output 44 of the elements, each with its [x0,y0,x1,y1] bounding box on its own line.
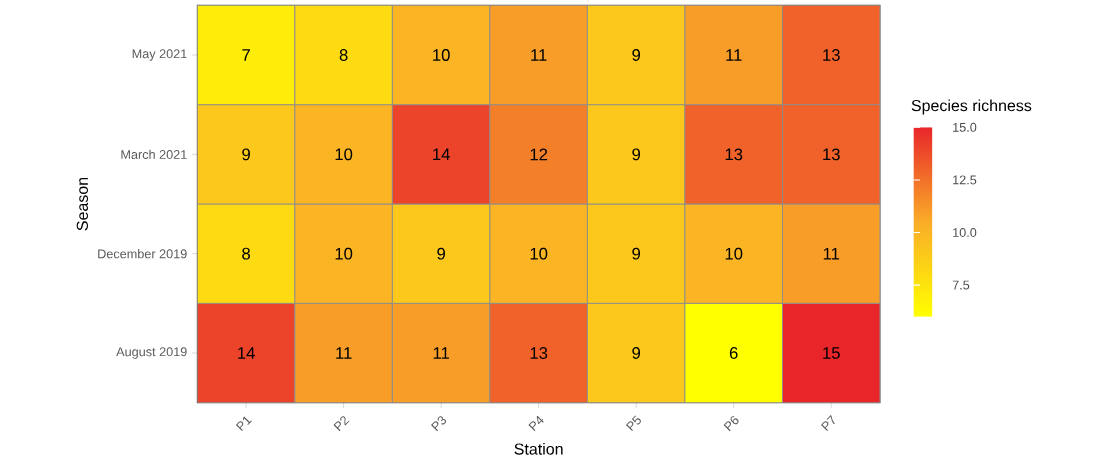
color-bar-label: 12.5 [953,175,977,185]
data-label: 14 [433,148,450,161]
x-tick-label: P3 [431,416,447,432]
data-label: 11 [433,347,449,359]
data-label: 9 [632,148,641,161]
x-tick-label: P5 [625,415,641,432]
data-label: 9 [632,247,641,260]
data-label: 9 [632,49,641,61]
color-bar-title: Species richness [911,99,1032,115]
data-label: 6 [729,347,738,359]
x-tick-label: P6 [723,416,739,432]
data-label: 8 [242,247,251,260]
data-label: 13 [823,49,840,61]
x-tick-label: P7 [821,415,835,432]
data-label: 9 [632,347,641,359]
y-tick-label: March 2021 [121,149,187,159]
x-axis-title: Station [514,442,563,455]
data-label: 11 [336,347,352,359]
x-tick-label: P2 [333,416,350,432]
data-label: 15 [823,347,840,359]
data-label: 11 [531,49,547,61]
data-label: 13 [530,347,548,359]
data-label: 10 [335,247,353,260]
data-label: 10 [433,49,450,61]
data-label: 11 [823,247,840,260]
color-bar-label: 10.0 [953,228,977,237]
data-label: 7 [242,49,250,61]
data-label: 13 [725,148,743,161]
color-bar-label: 7.5 [952,280,970,290]
x-tick-label: P1 [235,416,252,432]
data-label: 12 [530,148,548,161]
data-label: 9 [437,247,445,260]
y-tick-label: May 2021 [132,49,187,61]
data-label: 9 [242,148,250,161]
data-label: 14 [238,347,255,359]
x-tick-label: P4 [528,415,544,432]
y-tick-label: December 2019 [98,249,187,259]
data-label: 10 [530,247,548,260]
y-tick-label: August 2019 [116,347,187,359]
data-label: 10 [335,148,353,161]
data-label: 10 [725,247,743,260]
y-axis-title: Season [76,177,88,231]
color-bar-label: 15.0 [953,122,977,132]
data-label: 8 [339,49,348,61]
